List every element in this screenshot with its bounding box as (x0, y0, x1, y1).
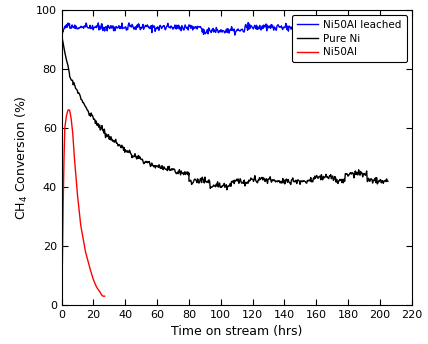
Ni50Al leached (246, 21, 251, 25)
Ni50Al leached (118, 25, 123, 29)
Ni50Al (94, 285, 99, 289)
Ni50Al (72, 155, 77, 159)
Ni50Al leached (195, 24, 200, 28)
Ni50Al leached (306, 24, 312, 29)
Ni50Al (67, 108, 72, 112)
Ni50Al leached (264, 29, 269, 33)
Pure Ni (59, 34, 64, 38)
Ni50Al (64, 114, 69, 118)
Line: Ni50Al leached: Ni50Al leached (62, 23, 388, 35)
Ni50Al (88, 268, 93, 272)
Pure Ni (234, 179, 239, 183)
Ni50Al (59, 282, 65, 287)
Ni50Al (68, 117, 74, 121)
Ni50Al (83, 250, 88, 254)
Ni50Al (60, 259, 65, 263)
Pure Ni (317, 174, 322, 179)
Ni50Al leached (369, 23, 374, 27)
Pure Ni (84, 106, 89, 110)
Ni50Al leached (385, 28, 390, 32)
Ni50Al (75, 194, 80, 198)
Line: Ni50Al: Ni50Al (62, 110, 104, 296)
Ni50Al leached (59, 33, 64, 37)
Ni50Al (97, 290, 102, 294)
X-axis label: Time on stream (hrs): Time on stream (hrs) (171, 325, 303, 338)
Pure Ni (217, 181, 222, 185)
Ni50Al (91, 278, 96, 282)
Pure Ni (224, 188, 229, 192)
Ni50Al (59, 288, 64, 292)
Ni50Al (65, 108, 71, 112)
Ni50Al (78, 223, 83, 227)
Ni50Al (101, 294, 106, 298)
Ni50Al leached (108, 24, 113, 28)
Pure Ni (191, 179, 196, 183)
Ni50Al (62, 126, 67, 130)
Pure Ni (385, 179, 390, 183)
Legend: Ni50Al leached, Pure Ni, Ni50Al: Ni50Al leached, Pure Ni, Ni50Al (292, 15, 407, 63)
Ni50Al (102, 294, 107, 298)
Ni50Al (61, 200, 66, 204)
Ni50Al leached (59, 33, 65, 37)
Pure Ni (275, 180, 280, 184)
Y-axis label: CH$_4$ Conversion (%): CH$_4$ Conversion (%) (14, 95, 30, 220)
Line: Pure Ni: Pure Ni (62, 36, 388, 190)
Ni50Al (70, 132, 75, 136)
Ni50Al (62, 155, 67, 159)
Ni50Al (99, 293, 104, 297)
